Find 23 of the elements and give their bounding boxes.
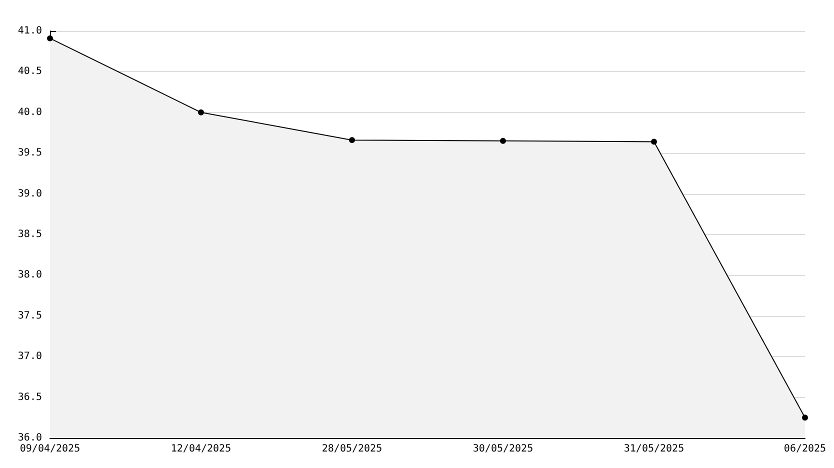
point xyxy=(47,35,53,42)
y-tick-label: 38.5 xyxy=(18,229,42,240)
y-tick-label: 36.0 xyxy=(18,432,42,444)
x-tick-label: 09/04/2025 xyxy=(20,444,80,454)
y-tick-label: 40.0 xyxy=(18,106,42,118)
point xyxy=(651,138,657,145)
x-tick-label: 28/05/2025 xyxy=(322,444,382,454)
y-tick-label: 36.5 xyxy=(18,392,42,403)
y-tick-label: 38.0 xyxy=(18,270,42,281)
x-tick-label: 31/05/2025 xyxy=(624,444,684,454)
x-tick-label: 30/05/2025 xyxy=(472,444,534,454)
y-tick-label: 39.0 xyxy=(18,188,42,200)
y-tick-label: 37.5 xyxy=(18,310,42,322)
y-tick-label: 39.5 xyxy=(18,148,42,159)
x-tick-label: 12/04/2025 xyxy=(170,444,232,454)
y-tick-label: 40.5 xyxy=(18,66,42,78)
x-tick-label: 06/2025 xyxy=(784,444,826,454)
point xyxy=(500,138,506,144)
point xyxy=(802,414,808,421)
y-tick-label: 41.0 xyxy=(18,26,42,36)
point xyxy=(349,137,355,144)
y-tick-label: 37.0 xyxy=(18,351,42,362)
point xyxy=(198,109,204,116)
